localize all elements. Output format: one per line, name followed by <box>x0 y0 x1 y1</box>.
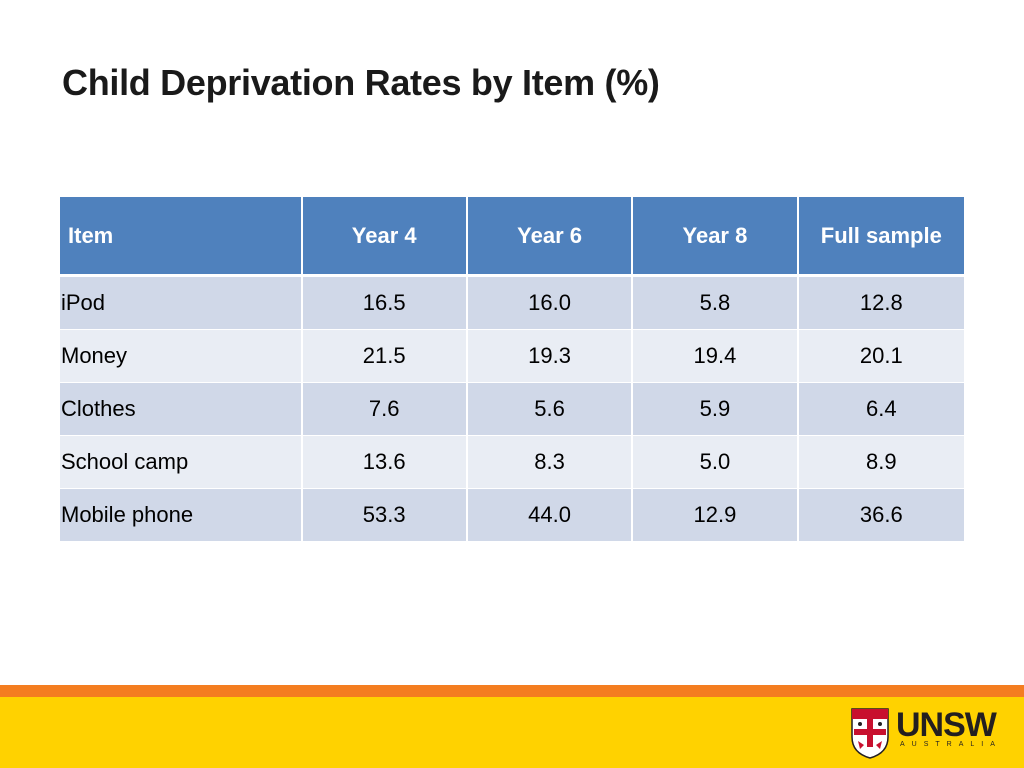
cell-year-6: 44.0 <box>467 489 634 542</box>
row-item-label: iPod <box>60 277 303 330</box>
cell-year-4: 21.5 <box>302 330 468 383</box>
cell-full-sample: 8.9 <box>798 436 964 489</box>
table-row: School camp 13.6 8.3 5.0 8.9 <box>60 436 964 489</box>
cell-full-sample: 36.6 <box>798 489 964 542</box>
cell-year-6: 5.6 <box>467 383 634 436</box>
table-row: Money 21.5 19.3 19.4 20.1 <box>60 330 964 383</box>
header-item: Item <box>60 197 303 277</box>
row-item-label: Money <box>60 330 303 383</box>
footer-orange-band <box>0 685 1024 697</box>
cell-year-6: 16.0 <box>467 277 634 330</box>
cell-year-4: 7.6 <box>302 383 468 436</box>
table-header-row: Item Year 4 Year 6 Year 8 Full sample <box>60 197 964 277</box>
cell-full-sample: 6.4 <box>798 383 964 436</box>
cell-year-4: 16.5 <box>302 277 468 330</box>
cell-year-8: 12.9 <box>633 489 799 542</box>
header-year-6: Year 6 <box>467 197 634 277</box>
unsw-crest-icon <box>851 708 889 759</box>
cell-year-8: 5.9 <box>633 383 799 436</box>
cell-year-6: 19.3 <box>467 330 634 383</box>
cell-year-4: 53.3 <box>302 489 468 542</box>
cell-full-sample: 12.8 <box>798 277 964 330</box>
cell-year-6: 8.3 <box>467 436 634 489</box>
header-year-8: Year 8 <box>633 197 799 277</box>
slide-title: Child Deprivation Rates by Item (%) <box>62 62 660 103</box>
row-item-label: Mobile phone <box>60 489 303 542</box>
table-row: Mobile phone 53.3 44.0 12.9 36.6 <box>60 489 964 542</box>
cell-year-8: 5.8 <box>633 277 799 330</box>
unsw-logo: UNSW AUSTRALIA <box>850 705 1000 761</box>
unsw-subtitle: AUSTRALIA <box>900 741 1002 748</box>
header-full-sample: Full sample <box>798 197 964 277</box>
deprivation-table: Item Year 4 Year 6 Year 8 Full sample iP… <box>60 197 964 542</box>
table-row: Clothes 7.6 5.6 5.9 6.4 <box>60 383 964 436</box>
cell-full-sample: 20.1 <box>798 330 964 383</box>
cell-year-8: 5.0 <box>633 436 799 489</box>
row-item-label: Clothes <box>60 383 303 436</box>
cell-year-8: 19.4 <box>633 330 799 383</box>
row-item-label: School camp <box>60 436 303 489</box>
cell-year-4: 13.6 <box>302 436 468 489</box>
table-row: iPod 16.5 16.0 5.8 12.8 <box>60 277 964 330</box>
header-year-4: Year 4 <box>302 197 468 277</box>
unsw-wordmark: UNSW <box>896 706 997 744</box>
